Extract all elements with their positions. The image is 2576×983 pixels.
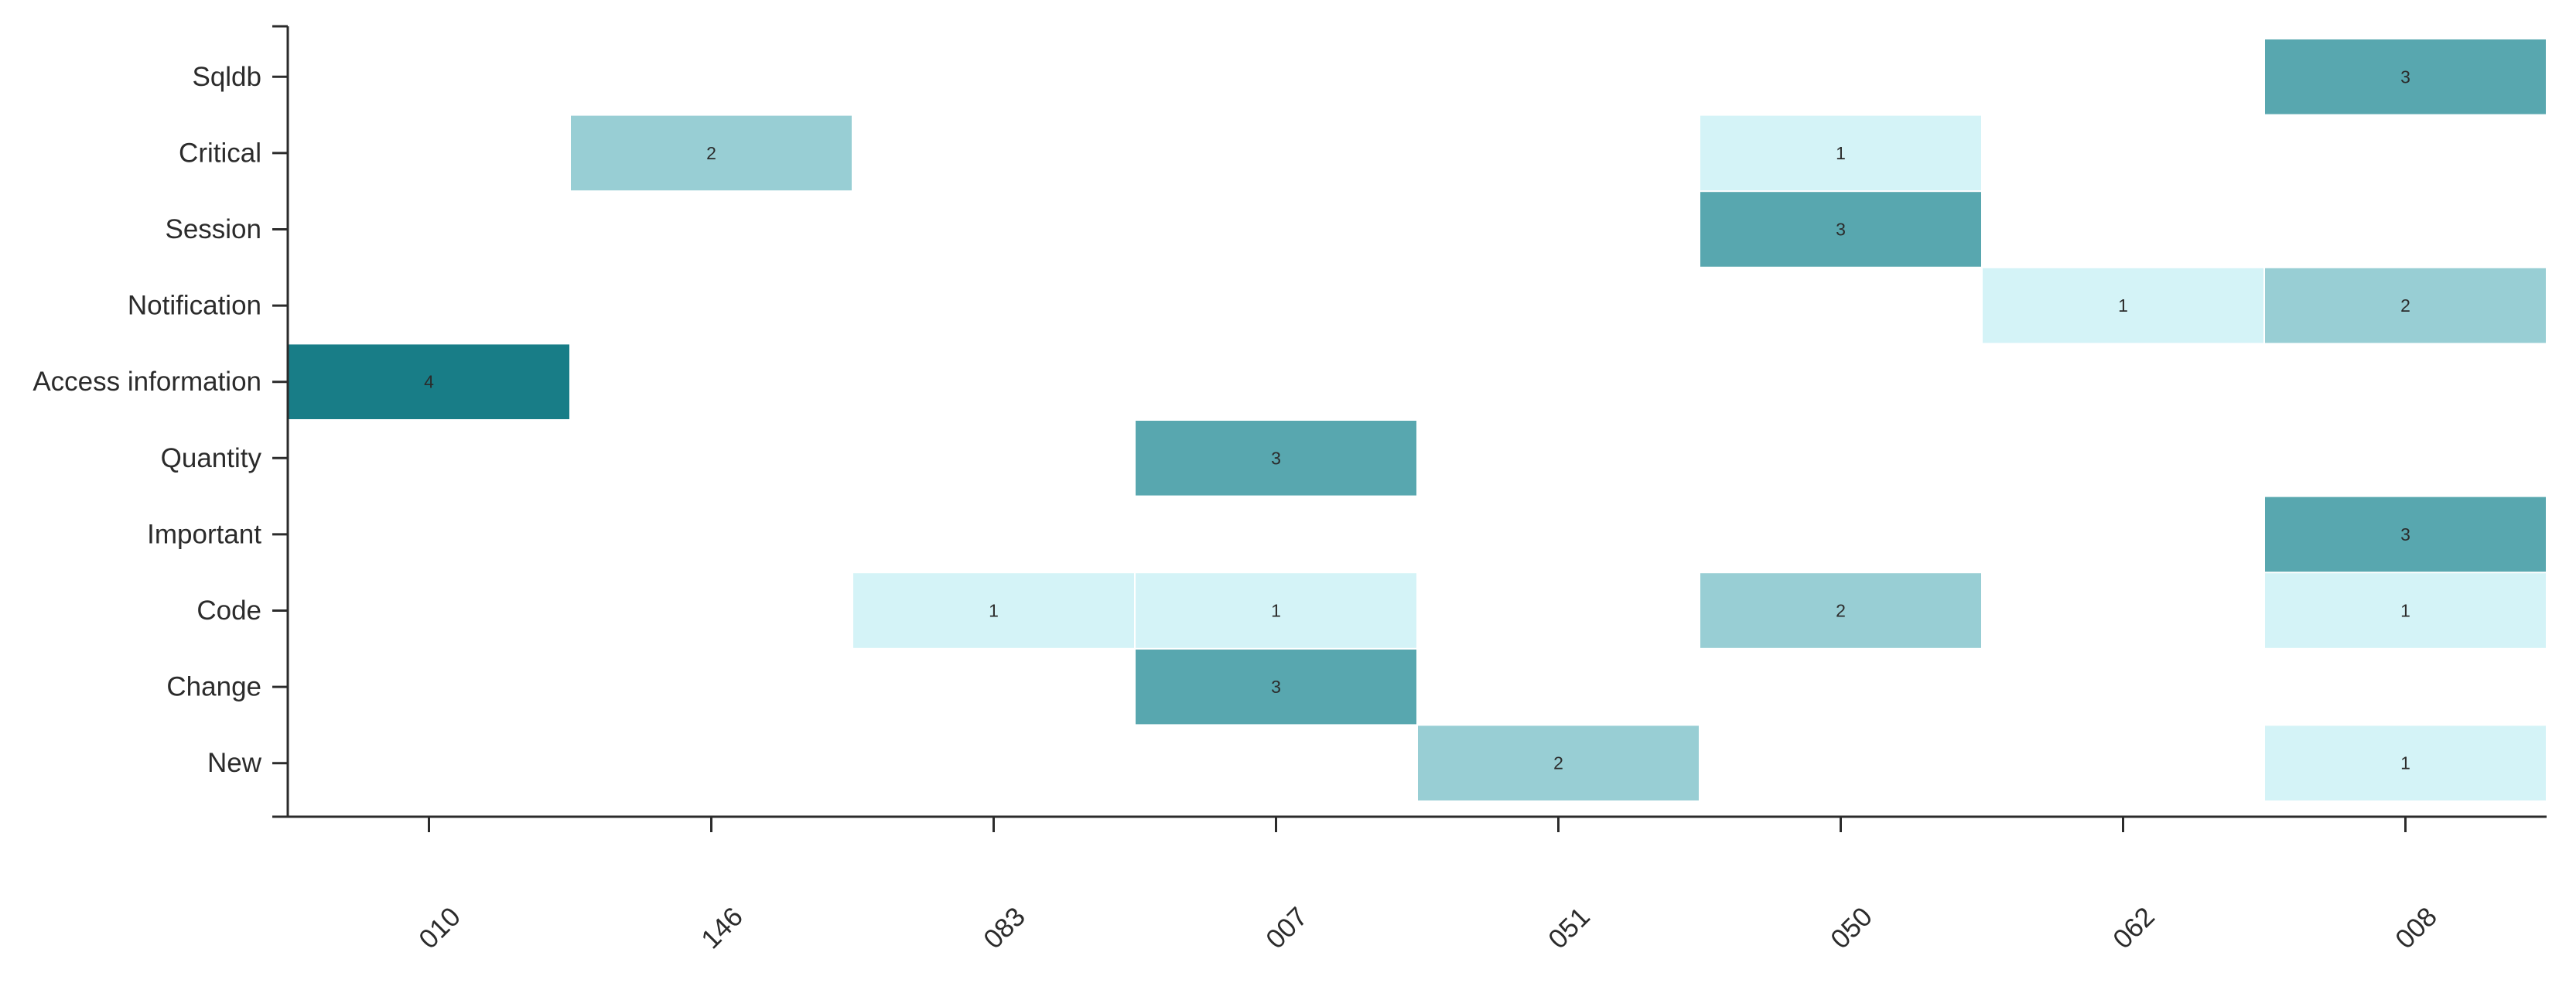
cell-value-label-important-008: 3 xyxy=(2400,524,2410,544)
cell-value-label-code-050: 2 xyxy=(1836,601,1846,621)
heatmap-cell-code-008 xyxy=(2265,573,2546,648)
cell-value-label-sqldb-008: 3 xyxy=(2400,67,2410,87)
cell-value-label-quantity-007: 3 xyxy=(1271,448,1281,468)
y-tick-label-quantity: Quantity xyxy=(161,443,262,473)
y-tick-label-new: New xyxy=(207,748,262,778)
heatmap-cell-code-007 xyxy=(1136,573,1416,648)
heatmap-cell-quantity-007 xyxy=(1136,421,1416,496)
y-tick-label-important: Important xyxy=(147,519,261,549)
x-tick-label-050: 050 xyxy=(1825,902,1878,955)
y-tick-label-access-information: Access information xyxy=(32,367,261,397)
cell-value-label-change-007: 3 xyxy=(1271,677,1281,697)
heatmap-cell-access-information-010 xyxy=(289,344,569,419)
x-tick-label-146: 146 xyxy=(695,902,749,955)
heatmap-cell-sqldb-008 xyxy=(2265,39,2546,114)
heatmap-cell-critical-050 xyxy=(1700,115,1981,191)
y-tick-label-session: Session xyxy=(165,214,261,244)
cell-value-label-code-007: 1 xyxy=(1271,601,1281,621)
heatmap-cell-session-050 xyxy=(1700,192,1981,267)
heatmap-cell-important-008 xyxy=(2265,497,2546,572)
cell-value-label-critical-050: 1 xyxy=(1836,143,1846,163)
x-tick-label-062: 062 xyxy=(2107,902,2161,955)
heatmap-cell-notification-062 xyxy=(1983,268,2263,343)
cell-value-label-new-051: 2 xyxy=(1553,753,1563,773)
x-tick-label-010: 010 xyxy=(413,902,466,955)
cells-layer: 3 2 1 3 1 2 4 3 3 1 1 2 1 3 2 1 xyxy=(289,39,2546,800)
heatmap-cell-notification-008 xyxy=(2265,268,2546,343)
x-tick-label-051: 051 xyxy=(1543,902,1596,955)
x-tick-label-008: 008 xyxy=(2390,902,2443,955)
x-tick-label-007: 007 xyxy=(1260,902,1314,955)
y-tick-label-sqldb: Sqldb xyxy=(192,62,261,92)
x-tick-label-083: 083 xyxy=(978,902,1031,955)
cell-value-label-code-008: 1 xyxy=(2400,601,2410,621)
heatmap-cell-critical-146 xyxy=(571,115,852,191)
y-tick-label-notification: Notification xyxy=(128,291,261,321)
heatmap-cell-new-008 xyxy=(2265,725,2546,800)
cell-value-label-code-083: 1 xyxy=(989,601,999,621)
cell-value-label-session-050: 3 xyxy=(1836,220,1846,240)
heatmap-cell-code-083 xyxy=(853,573,1134,648)
y-tick-label-critical: Critical xyxy=(179,138,261,168)
heatmap-cell-change-007 xyxy=(1136,649,1416,725)
heatmap-cell-new-051 xyxy=(1418,725,1699,800)
cell-value-label-notification-062: 1 xyxy=(2118,295,2128,316)
cell-value-label-access-information-010: 4 xyxy=(424,372,434,392)
cell-value-label-critical-146: 2 xyxy=(706,143,716,163)
y-tick-label-code: Code xyxy=(196,596,261,626)
y-tick-label-change: Change xyxy=(166,672,261,702)
heatmap-cell-code-050 xyxy=(1700,573,1981,648)
cell-value-label-notification-008: 2 xyxy=(2400,295,2410,316)
cell-value-label-new-008: 1 xyxy=(2400,753,2410,773)
